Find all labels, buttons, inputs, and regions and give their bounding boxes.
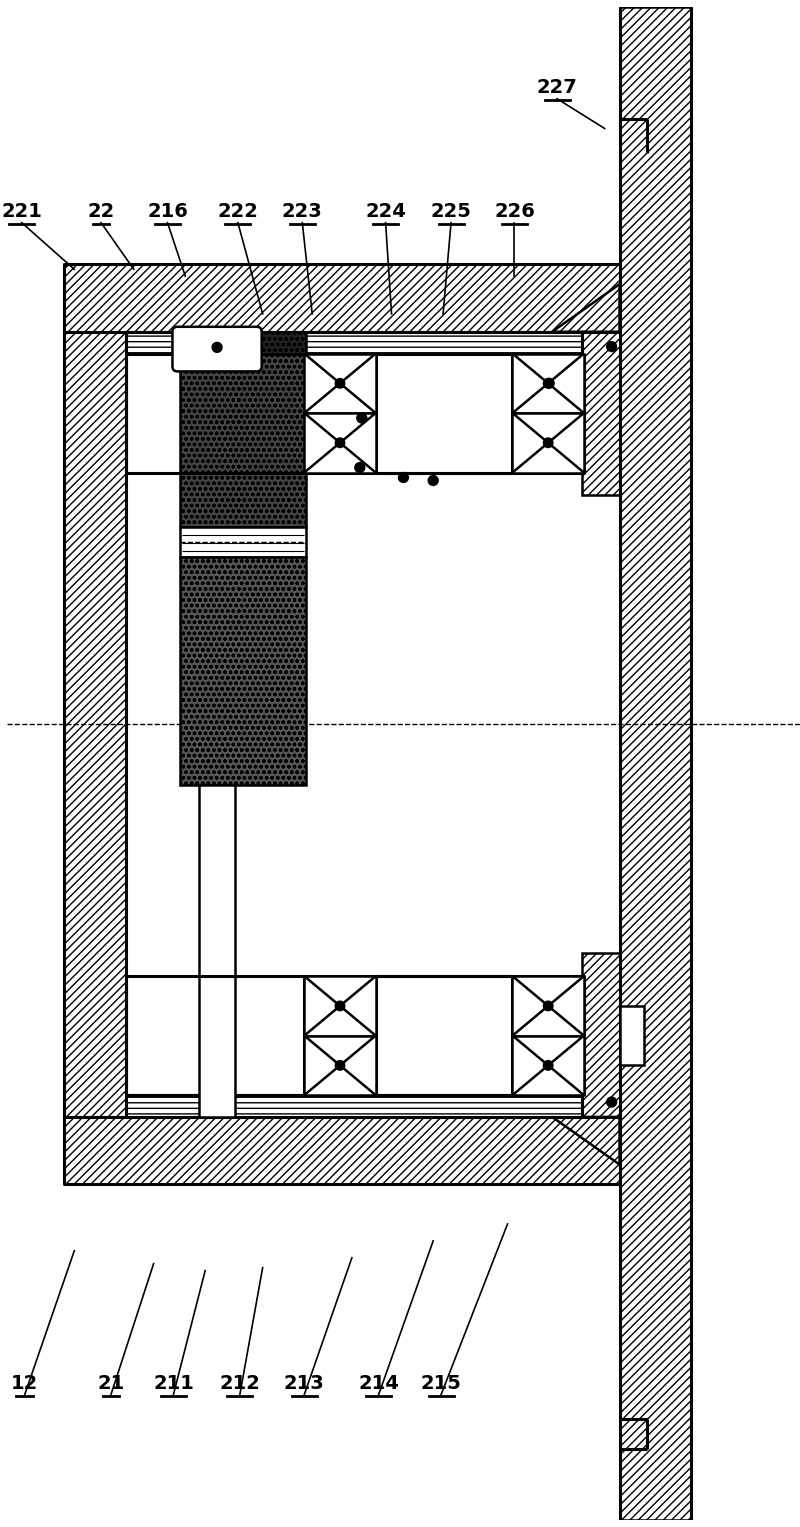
Circle shape xyxy=(357,412,366,423)
Text: 212: 212 xyxy=(219,1374,260,1393)
Polygon shape xyxy=(180,527,306,557)
Circle shape xyxy=(335,1061,345,1070)
Text: 211: 211 xyxy=(153,1374,194,1393)
Text: 221: 221 xyxy=(2,202,42,221)
Circle shape xyxy=(398,472,409,483)
Circle shape xyxy=(213,342,221,351)
Text: 224: 224 xyxy=(365,202,406,221)
Polygon shape xyxy=(126,331,582,354)
Polygon shape xyxy=(304,354,376,412)
Text: 226: 226 xyxy=(494,202,535,221)
Polygon shape xyxy=(513,976,584,1035)
Text: 21: 21 xyxy=(98,1374,125,1393)
Text: 213: 213 xyxy=(284,1374,325,1393)
Text: 215: 215 xyxy=(421,1374,462,1393)
Polygon shape xyxy=(180,557,306,785)
Circle shape xyxy=(606,342,617,351)
Text: 214: 214 xyxy=(358,1374,399,1393)
Polygon shape xyxy=(513,1035,584,1095)
Circle shape xyxy=(335,379,345,388)
Text: 222: 222 xyxy=(218,202,258,221)
Polygon shape xyxy=(582,953,619,1116)
Polygon shape xyxy=(178,331,257,366)
Circle shape xyxy=(543,1061,553,1070)
Polygon shape xyxy=(199,785,235,1116)
Circle shape xyxy=(543,379,553,388)
Polygon shape xyxy=(180,331,306,354)
Circle shape xyxy=(212,342,222,353)
Polygon shape xyxy=(513,354,584,412)
Circle shape xyxy=(335,438,345,447)
Polygon shape xyxy=(304,1035,376,1095)
Polygon shape xyxy=(64,1116,619,1185)
Polygon shape xyxy=(180,354,306,527)
Circle shape xyxy=(355,463,365,472)
Text: 227: 227 xyxy=(537,78,578,96)
Text: 216: 216 xyxy=(147,202,188,221)
Circle shape xyxy=(335,1002,345,1011)
Polygon shape xyxy=(64,331,126,1116)
Polygon shape xyxy=(552,284,619,331)
Text: 223: 223 xyxy=(282,202,322,221)
Polygon shape xyxy=(304,976,376,1035)
Polygon shape xyxy=(126,1095,582,1116)
Circle shape xyxy=(544,379,554,388)
Circle shape xyxy=(606,1096,617,1107)
Polygon shape xyxy=(513,412,584,472)
Circle shape xyxy=(543,1002,553,1011)
Polygon shape xyxy=(619,1006,644,1066)
FancyBboxPatch shape xyxy=(173,327,262,371)
Polygon shape xyxy=(304,412,376,472)
Circle shape xyxy=(543,438,553,447)
Polygon shape xyxy=(619,6,691,1521)
Text: 12: 12 xyxy=(11,1374,38,1393)
Text: 225: 225 xyxy=(430,202,471,221)
Polygon shape xyxy=(64,264,619,331)
Polygon shape xyxy=(582,331,619,495)
Circle shape xyxy=(428,475,438,486)
Polygon shape xyxy=(552,1116,619,1165)
Text: 22: 22 xyxy=(87,202,114,221)
